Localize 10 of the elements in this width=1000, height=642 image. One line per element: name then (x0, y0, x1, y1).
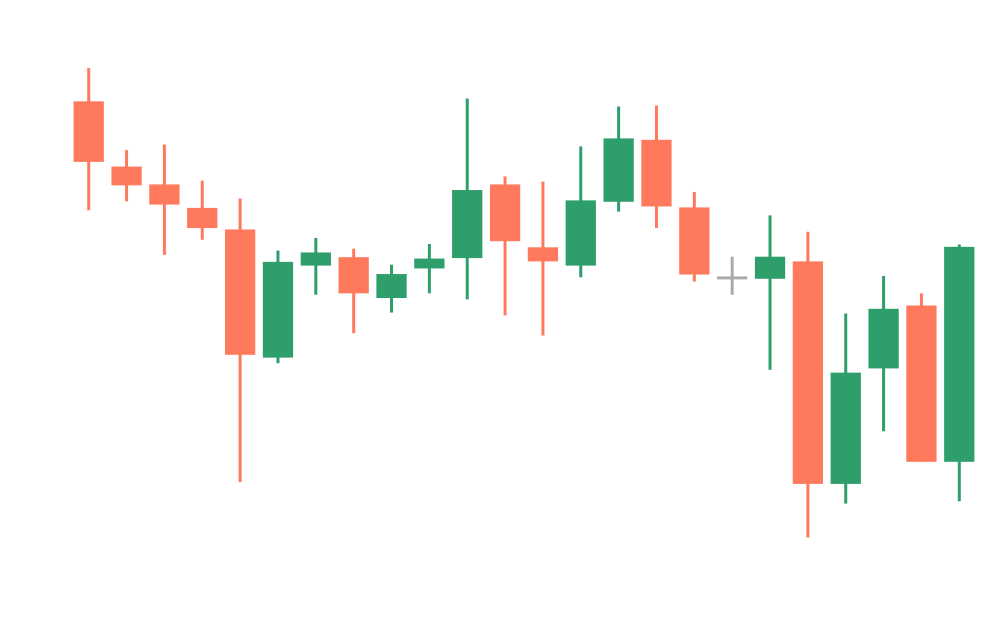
candlestick (300, 236, 331, 297)
candlestick (187, 179, 218, 242)
candlestick (149, 143, 180, 257)
candlestick (414, 242, 445, 295)
candlestick (376, 263, 407, 315)
candlestick (338, 247, 369, 335)
candlestick (527, 180, 559, 338)
candlestick (717, 255, 748, 297)
candlestick (111, 148, 142, 203)
candlestick (754, 213, 786, 372)
